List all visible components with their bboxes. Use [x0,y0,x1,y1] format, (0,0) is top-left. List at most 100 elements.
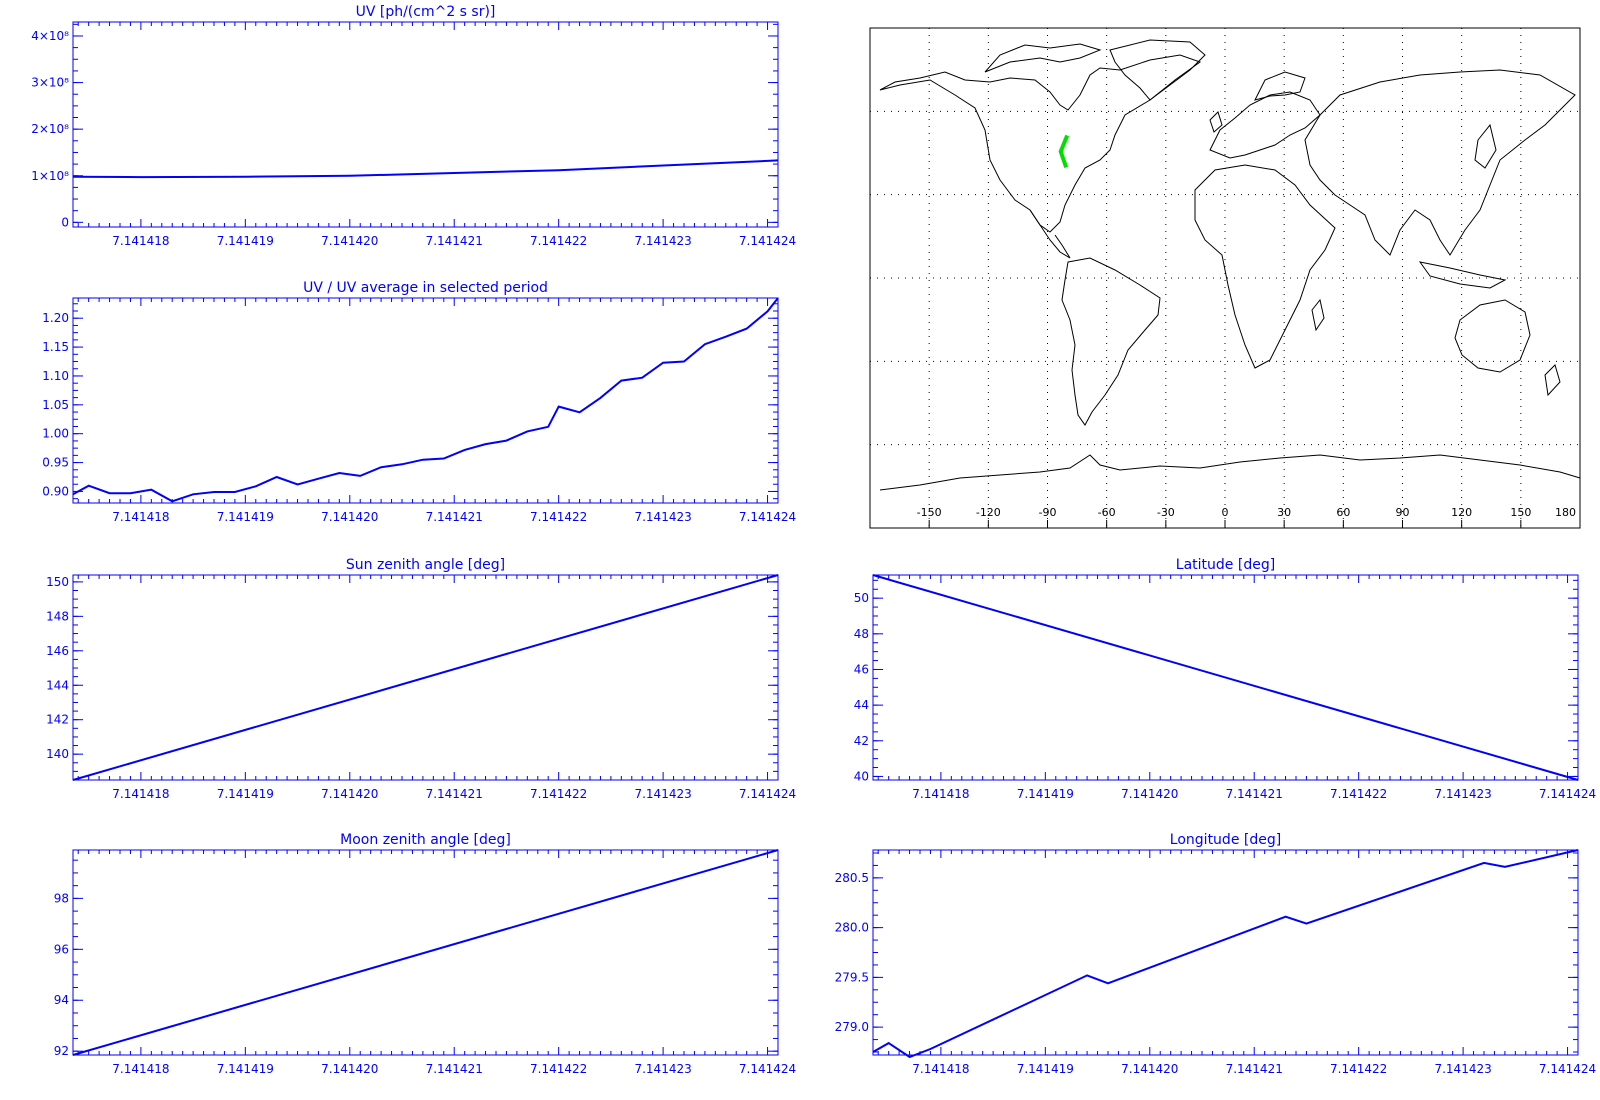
map-x-tick-label: 150 [1510,506,1531,519]
x-tick-label: 7.141418 [112,787,169,801]
y-tick-label: 0.90 [42,484,69,498]
x-tick-label: 7.141424 [739,1062,796,1076]
coast-new-zealand [1544,364,1561,397]
y-tick-label: 140 [46,747,69,761]
coast-asia [1304,69,1576,256]
y-tick-label: 279.5 [835,970,869,984]
chart-title: Longitude [deg] [1170,832,1281,848]
x-tick-label: 7.141418 [912,1062,969,1076]
chart-panel-1: UV / UV average in selected period 7.1414… [42,280,796,524]
map-x-tick-label: 180 [1555,506,1576,519]
x-tick-label: 7.141424 [1539,787,1596,801]
coast-indonesia [1418,261,1507,289]
chart-panel-3: Latitude [deg] 7.141418 7.141419 7.141420 7.… [854,557,1596,801]
x-tick-label: 7.141422 [530,787,587,801]
x-tick-label: 7.141422 [530,1062,587,1076]
plot-frame [72,21,779,228]
chart-title: Sun zenith angle [deg] [346,557,505,573]
x-tick-label: 7.141423 [1434,1062,1491,1076]
map-x-tick-label: 30 [1277,506,1291,519]
x-tick-label: 7.141422 [530,234,587,248]
x-tick-label: 7.141420 [321,234,378,248]
map-x-tick-label: -150 [917,506,942,519]
y-tick-label: 92 [54,1044,69,1058]
y-tick-label: 1.00 [42,427,69,441]
y-tick-label: 1.15 [42,340,69,354]
y-tick-label: 44 [854,698,869,712]
plot-frame [872,849,1579,1056]
series-line [72,297,779,503]
x-tick-label: 7.141418 [112,1062,169,1076]
x-tick-label: 7.141419 [217,787,274,801]
coast-antarctica [879,454,1581,491]
coast-scandinavia [1254,71,1306,101]
map-x-tick-label: 90 [1396,506,1410,519]
chart-panel-0: UV [ph/(cm^2 s sr)] 7.141418 7.141419 7.141… [31,4,796,248]
x-tick-label: 7.141421 [426,234,483,248]
x-tick-label: 7.141423 [634,510,691,524]
plot-frame [72,297,779,504]
x-tick-label: 7.141419 [217,1062,274,1076]
x-tick-label: 7.141418 [912,787,969,801]
coast-north-america [879,54,1202,233]
x-tick-label: 7.141422 [530,510,587,524]
x-tick-label: 7.141419 [1017,1062,1074,1076]
y-tick-label: 98 [54,891,69,905]
map-x-tick-label: 60 [1336,506,1350,519]
y-tick-label: 144 [46,678,69,692]
x-tick-label: 7.141423 [634,1062,691,1076]
y-tick-label: 280.0 [835,921,869,935]
coast-greenland [1109,39,1206,101]
y-tick-label: 96 [54,942,69,956]
y-tick-label: 280.5 [835,871,869,885]
y-tick-label: 1×10⁸ [31,169,69,183]
y-tick-label: 0.95 [42,456,69,470]
coast-japan [1474,123,1497,169]
chart-title: UV [ph/(cm^2 s sr)] [356,4,496,20]
map-longitude-ticks: -150 -120 -90 -60 -30 0 30 60 90 120 150 180 [917,506,1581,528]
x-tick-label: 7.141420 [1121,787,1178,801]
x-tick-label: 7.141418 [112,510,169,524]
x-tick-label: 7.141421 [426,1062,483,1076]
x-tick-label: 7.141424 [739,787,796,801]
chart-panel-5: Longitude [deg] 7.141418 7.141419 7.141420 7… [835,832,1597,1076]
y-tick-label: 46 [854,662,869,676]
y-tick-label: 1.05 [42,398,69,412]
x-tick-label: 7.141420 [321,1062,378,1076]
x-tick-label: 7.141421 [1226,1062,1283,1076]
coast-britain [1209,111,1223,133]
map-x-tick-label: -60 [1098,506,1116,519]
x-tick-label: 7.141423 [1434,787,1491,801]
y-tick-label: 4×10⁸ [31,29,69,43]
x-tick-label: 7.141419 [217,234,274,248]
y-tick-label: 50 [854,591,869,605]
x-tick-label: 7.141421 [1226,787,1283,801]
map-x-tick-label: 0 [1222,506,1229,519]
chart-title: Moon zenith angle [deg] [340,832,511,848]
series-line [872,574,1579,781]
map-x-tick-label: -90 [1039,506,1057,519]
y-tick-label: 150 [46,575,69,589]
y-tick-label: 48 [854,627,869,641]
world-map-panel: -150 -120 -90 -60 -30 0 30 60 90 120 150 180 [869,27,1581,529]
map-frame [869,27,1581,529]
y-tick-label: 40 [854,769,869,783]
x-tick-label: 7.141419 [1017,787,1074,801]
x-tick-label: 7.141420 [321,510,378,524]
x-tick-label: 7.141424 [739,234,796,248]
y-tick-label: 146 [46,644,69,658]
coast-south-america [1061,257,1161,426]
coast-central-america [1029,209,1071,259]
y-tick-label: 148 [46,609,69,623]
x-tick-label: 7.141421 [426,510,483,524]
y-tick-label: 94 [54,993,69,1007]
coast-madagascar [1311,298,1325,332]
coastlines [879,39,1581,491]
y-tick-label: 1.10 [42,369,69,383]
y-tick-label: 3×10⁸ [31,76,69,90]
x-tick-label: 7.141420 [321,787,378,801]
series-line [872,849,1579,1059]
chart-panel-2: Sun zenith angle [deg] 7.141418 7.141419 7.… [46,557,796,801]
plot-frame [72,849,779,1056]
